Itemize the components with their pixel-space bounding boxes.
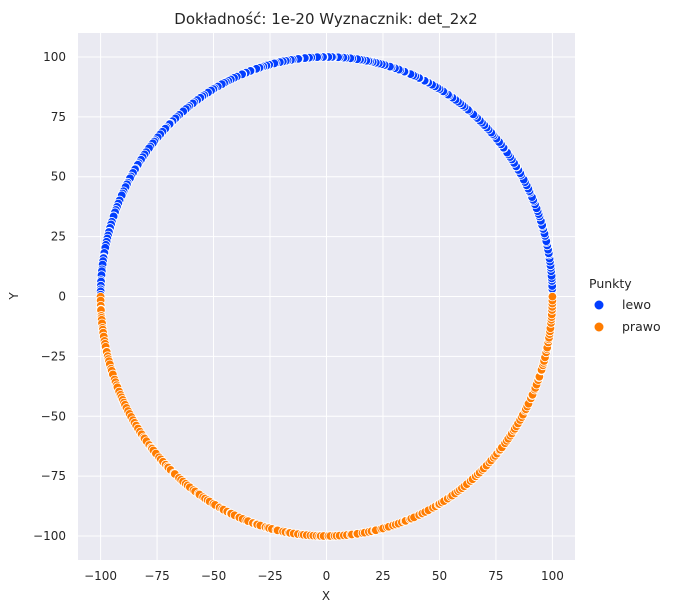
legend-marker-prawo bbox=[593, 321, 605, 333]
x-tick-labels: −100 −75 −50 −25 0 25 50 75 100 bbox=[84, 569, 564, 583]
y-tick-label: 25 bbox=[51, 230, 66, 244]
x-axis-label: X bbox=[322, 589, 330, 603]
y-tick-label: 50 bbox=[51, 170, 66, 184]
legend-title: Punkty bbox=[589, 276, 632, 291]
x-tick-label: 100 bbox=[541, 569, 564, 583]
y-tick-label: 0 bbox=[58, 290, 66, 304]
y-axis-label: Y bbox=[7, 292, 21, 301]
x-tick-label: −100 bbox=[84, 569, 117, 583]
x-tick-label: −50 bbox=[201, 569, 226, 583]
x-tick-label: 0 bbox=[323, 569, 331, 583]
legend-label-lewo: lewo bbox=[622, 297, 651, 312]
legend-label-prawo: prawo bbox=[622, 319, 661, 334]
y-tick-label: 100 bbox=[43, 50, 66, 64]
y-tick-label: −25 bbox=[41, 349, 66, 363]
chart-title: Dokładność: 1e-20 Wyznacznik: det_2x2 bbox=[174, 10, 477, 29]
x-tick-label: 75 bbox=[488, 569, 503, 583]
y-tick-label: −75 bbox=[41, 469, 66, 483]
y-tick-labels: −100 −75 −50 −25 0 25 50 75 100 bbox=[33, 50, 66, 543]
x-tick-label: 50 bbox=[432, 569, 447, 583]
y-tick-label: −100 bbox=[33, 529, 66, 543]
y-tick-label: 75 bbox=[51, 110, 66, 124]
legend-marker-lewo bbox=[593, 299, 605, 311]
x-tick-label: −75 bbox=[144, 569, 169, 583]
legend: Punkty lewo prawo bbox=[589, 276, 661, 334]
x-tick-label: 25 bbox=[375, 569, 390, 583]
y-tick-label: −50 bbox=[41, 409, 66, 423]
x-tick-label: −25 bbox=[257, 569, 282, 583]
scatter-point-prawo bbox=[547, 291, 558, 302]
scatter-points bbox=[95, 52, 558, 541]
